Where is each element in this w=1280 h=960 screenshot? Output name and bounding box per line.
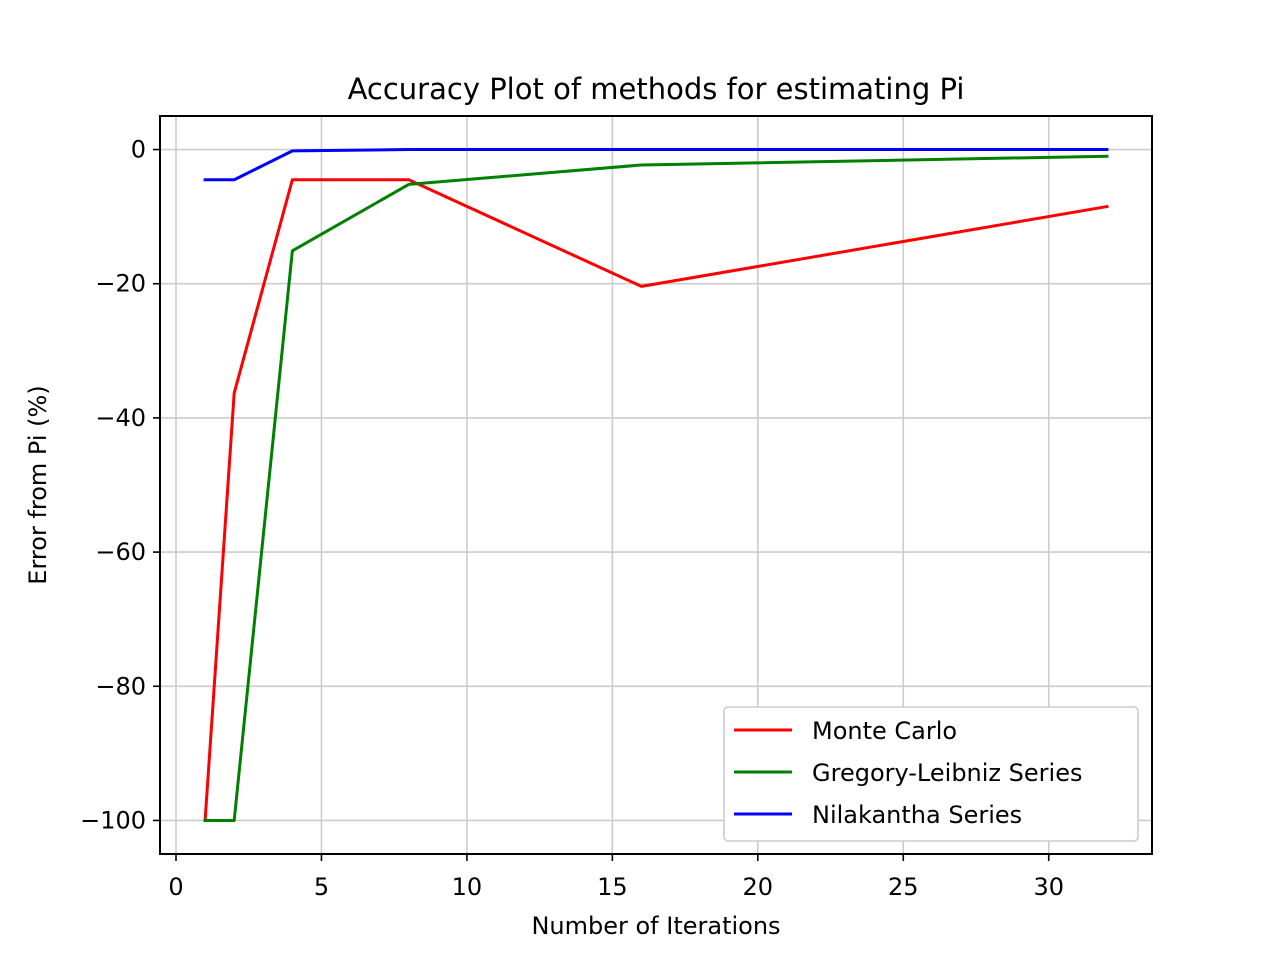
x-tick-label: 0 [168, 873, 183, 901]
legend-frame [723, 706, 1139, 842]
series-line-monte-carlo [203, 178, 1109, 823]
series-line-nilakantha-series [203, 148, 1109, 182]
x-tick-label: 5 [314, 873, 329, 901]
y-tick-label: −80 [95, 672, 146, 700]
x-tick-label: 15 [597, 873, 628, 901]
legend-label: Nilakantha Series [812, 801, 1022, 829]
y-tick-label: 0 [131, 136, 146, 164]
series-layer [203, 148, 1109, 823]
x-tick-label: 25 [888, 873, 919, 901]
chart-title: Accuracy Plot of methods for estimating … [348, 72, 965, 106]
y-tick-label: −60 [95, 538, 146, 566]
plot-frame [159, 115, 1153, 855]
x-tick-label: 30 [1033, 873, 1064, 901]
y-tick-label: −100 [80, 806, 146, 834]
tick-layer: 0 5 10 15 20 25 30 0 −20 −40 −60 −80 −100 [80, 136, 1064, 901]
x-tick-label: 20 [743, 873, 774, 901]
y-axis-label: Error from Pi (%) [24, 385, 52, 584]
legend-label: Gregory-Leibniz Series [812, 759, 1082, 787]
y-tick-label: −20 [95, 270, 146, 298]
x-tick-label: 10 [452, 873, 483, 901]
y-tick-label: −40 [95, 404, 146, 432]
series-line-gregory-leibniz-series [203, 154, 1109, 822]
legend: Monte Carlo Gregory-Leibniz Series Nilakan… [723, 706, 1139, 842]
legend-label: Monte Carlo [812, 717, 957, 745]
x-axis-label: Number of Iterations [531, 912, 780, 940]
